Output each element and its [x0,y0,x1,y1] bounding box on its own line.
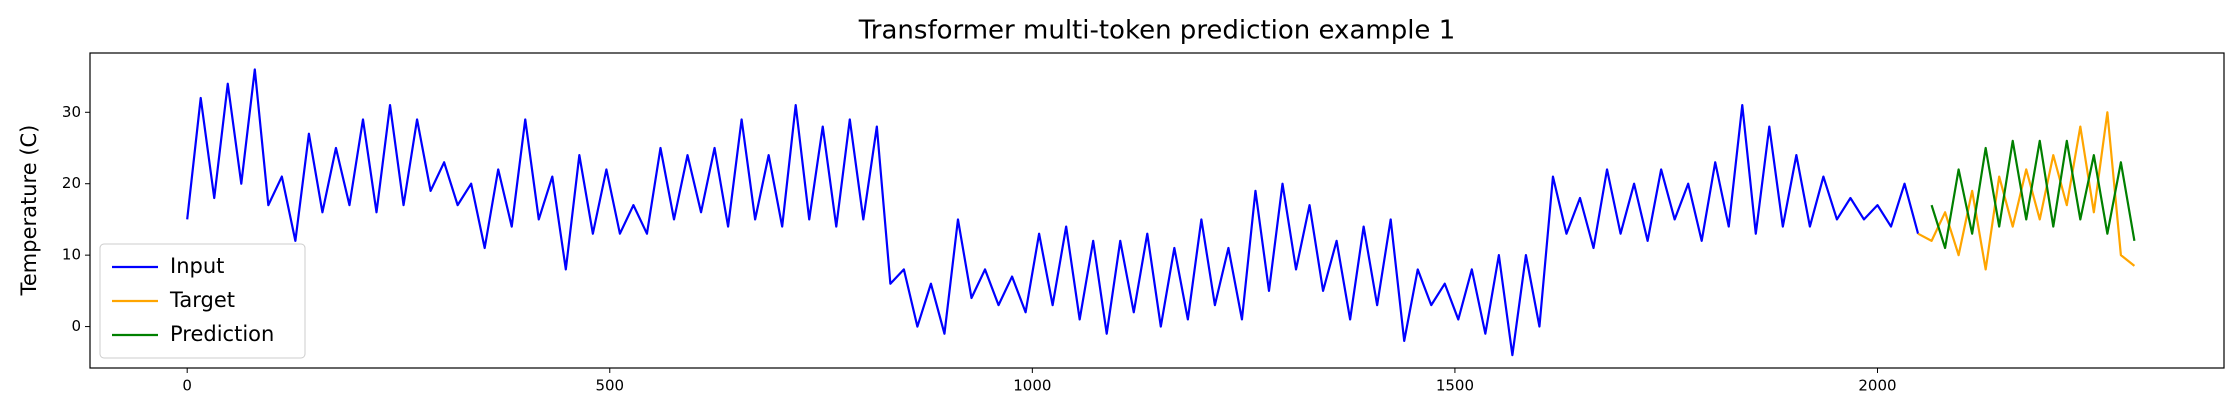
series-line [1917,111,2136,271]
chart-title: Transformer multi-token prediction examp… [858,16,1456,46]
y-tick-label: 30 [62,103,81,121]
x-tick-label: 500 [595,377,624,395]
y-tick-label: 20 [62,174,81,192]
series-line [186,68,1920,357]
x-tick-label: 0 [182,377,192,395]
y-tick-label: 10 [62,246,81,264]
x-tick-label: 1500 [1436,377,1474,395]
legend-label: Target [169,288,235,312]
x-tick-label: 1000 [1013,377,1051,395]
plot-frame [89,52,2225,369]
legend-label: Prediction [170,322,274,346]
y-axis-label: Temperature (C) [17,125,41,297]
x-tick-label: 2000 [1858,377,1896,395]
y-tick-label: 0 [71,317,81,335]
series-line [1930,139,2136,250]
legend: Input Target Prediction [99,243,306,359]
legend-label: Input [170,254,224,278]
legend-box [99,243,306,359]
